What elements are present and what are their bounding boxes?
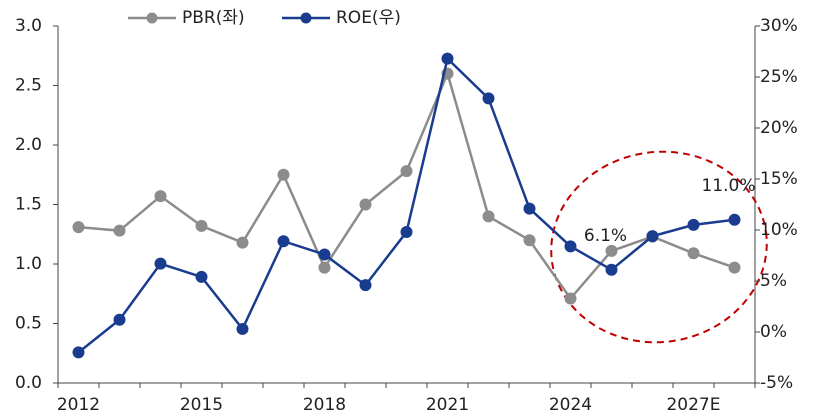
series-marker <box>564 240 577 253</box>
series-marker <box>277 168 290 181</box>
legend-label: PBR(좌) <box>182 8 245 28</box>
y2-tick-label: 30% <box>760 16 798 36</box>
series-marker <box>236 322 249 335</box>
x-tick-label: 2024 <box>549 395 592 415</box>
y2-tick-label: 20% <box>760 118 798 138</box>
series-marker <box>564 292 577 305</box>
y2-tick-label: 5% <box>760 271 787 291</box>
x-tick-label: 2012 <box>57 395 100 415</box>
data-label: 6.1% <box>584 226 627 246</box>
data-label: 11.0% <box>701 176 755 196</box>
series-marker <box>72 221 85 234</box>
y2-tick-label: 15% <box>760 169 798 189</box>
series-marker <box>113 224 126 237</box>
series-marker <box>113 313 126 326</box>
series-marker <box>605 263 618 276</box>
y-tick-label: 2.0 <box>15 135 42 155</box>
legend-marker <box>300 12 312 24</box>
y-tick-label: 0.5 <box>15 314 42 334</box>
highlight-ellipse <box>550 150 768 344</box>
series-marker <box>72 346 85 359</box>
series-marker <box>359 279 372 292</box>
legend-label: ROE(우) <box>336 8 401 28</box>
series-marker <box>154 257 167 270</box>
series-marker <box>400 226 413 239</box>
series-marker <box>728 261 741 274</box>
series-marker <box>195 219 208 232</box>
y2-tick-label: -5% <box>760 373 793 393</box>
series-marker <box>318 261 331 274</box>
x-tick-label: 2021 <box>426 395 469 415</box>
y-tick-label: 1.0 <box>15 254 42 274</box>
series-marker <box>277 235 290 248</box>
series-marker <box>441 52 454 65</box>
x-tick-label: 2018 <box>303 395 346 415</box>
y2-tick-label: 0% <box>760 322 787 342</box>
series-marker <box>400 165 413 178</box>
series-marker <box>687 247 700 260</box>
series-marker <box>687 218 700 231</box>
series-marker <box>154 190 167 203</box>
series-marker <box>318 248 331 261</box>
y2-tick-label: 25% <box>760 67 798 87</box>
series-marker <box>195 270 208 283</box>
x-tick-label: 2015 <box>180 395 223 415</box>
series-marker <box>482 92 495 105</box>
series-marker <box>728 213 741 226</box>
y-tick-label: 0.0 <box>15 373 42 393</box>
y-tick-label: 2.5 <box>15 76 42 96</box>
y-tick-label: 1.5 <box>15 195 42 215</box>
y2-tick-label: 10% <box>760 220 798 240</box>
series-marker <box>523 234 536 247</box>
y-tick-label: 3.0 <box>15 16 42 36</box>
series-marker <box>359 198 372 211</box>
series-marker <box>236 236 249 249</box>
series-marker <box>482 210 495 223</box>
x-tick-label: 2027E <box>666 395 720 415</box>
series-line <box>78 69 735 301</box>
series-marker <box>646 230 659 243</box>
series-marker <box>605 244 618 257</box>
series-marker <box>523 202 536 215</box>
series-line <box>77 56 735 354</box>
legend-marker <box>146 12 158 24</box>
